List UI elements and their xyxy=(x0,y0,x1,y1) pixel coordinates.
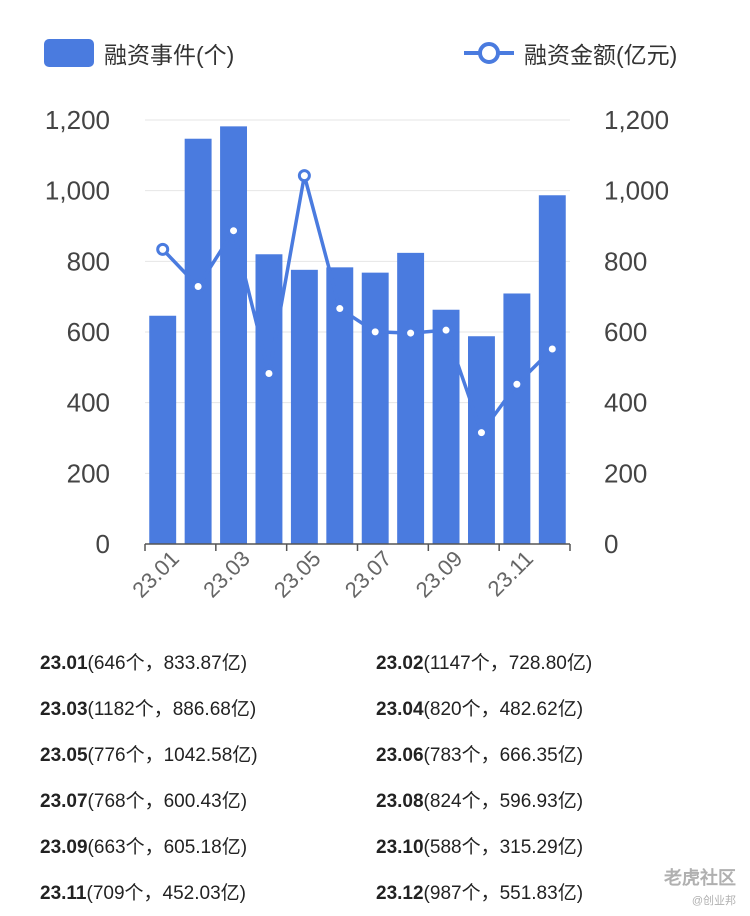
summary-item: 23.03(1182个，886.68亿) xyxy=(40,694,256,721)
y-right-tick-label: 800 xyxy=(604,246,647,276)
summary-month: 23.08 xyxy=(376,791,424,812)
summary-month: 23.01 xyxy=(40,653,88,674)
y-left-tick-label: 600 xyxy=(67,317,110,347)
summary-month: 23.09 xyxy=(40,837,88,858)
summary-detail: (646个，833.87亿) xyxy=(87,653,248,674)
summary-item: 23.12(987个，551.83亿) xyxy=(376,878,583,905)
summary-month: 23.05 xyxy=(40,745,88,766)
summary-detail: (663个，605.18亿) xyxy=(87,837,248,858)
y-left-tick-label: 1,000 xyxy=(45,176,110,206)
bar xyxy=(397,252,425,544)
bar xyxy=(503,293,531,544)
legend-bar-swatch xyxy=(44,39,94,67)
summary-detail: (709个，452.03亿) xyxy=(86,883,246,904)
summary-month: 23.03 xyxy=(40,699,88,720)
summary-detail: (588个，315.29亿) xyxy=(423,837,584,858)
bar xyxy=(468,336,495,544)
y-right-tick-label: 600 xyxy=(604,317,647,347)
summary-item: 23.05(776个，1042.58亿) xyxy=(40,740,258,767)
summary-item: 23.09(663个，605.18亿) xyxy=(40,832,247,859)
bar xyxy=(361,272,389,544)
summary-month: 23.06 xyxy=(376,745,424,766)
x-tick-label: 23.09 xyxy=(411,546,468,603)
summary-detail: (776个，1042.58亿) xyxy=(87,745,258,766)
y-right-tick-label: 400 xyxy=(604,388,647,418)
summary-detail: (987个，551.83亿) xyxy=(423,883,584,904)
summary-detail: (768个，600.43亿) xyxy=(87,791,248,812)
line-point xyxy=(156,242,170,256)
summary-item: 23.11(709个，452.03亿) xyxy=(40,878,246,905)
y-right-tick-label: 1,200 xyxy=(604,105,669,135)
summary-detail: (824个，596.93亿) xyxy=(423,791,584,812)
y-left-tick-label: 1,200 xyxy=(45,105,110,135)
line-point xyxy=(262,366,276,380)
legend-line-symbol xyxy=(464,42,514,64)
watermark-source: @创业邦 xyxy=(691,895,736,907)
x-tick-label: 23.01 xyxy=(127,546,184,603)
line-point xyxy=(474,426,488,440)
y-left-tick-label: 0 xyxy=(96,529,110,559)
x-tick-label: 23.11 xyxy=(483,546,538,601)
y-right-tick-label: 0 xyxy=(604,529,618,559)
summary-item: 23.07(768个，600.43亿) xyxy=(40,786,247,813)
y-right-tick-label: 200 xyxy=(604,458,647,488)
summary-item: 23.01(646个，833.87亿) xyxy=(40,648,247,675)
summary-month: 23.04 xyxy=(376,699,424,720)
summary-item: 23.08(824个，596.93亿) xyxy=(376,786,583,813)
summary-item: 23.10(588个，315.29亿) xyxy=(376,832,583,859)
bar xyxy=(220,126,247,545)
summary-detail: (783个，666.35亿) xyxy=(423,745,584,766)
summary-month: 23.02 xyxy=(376,653,424,674)
watermark-brand: 老虎社区 xyxy=(664,868,736,888)
legend-line: 融资金额(亿元) xyxy=(464,36,677,70)
legend-line-label: 融资金额(亿元) xyxy=(524,42,678,68)
bar xyxy=(184,138,212,544)
line-point xyxy=(191,279,205,293)
y-left-tick-label: 800 xyxy=(67,246,110,276)
summary-item: 23.04(820个，482.62亿) xyxy=(376,694,583,721)
summary-item: 23.02(1147个，728.80亿) xyxy=(376,648,592,675)
bar xyxy=(538,195,566,544)
combo-chart: 0 200 400 600 800 1,000 1,200 0 200 400 600 800 1,00… xyxy=(45,105,669,603)
y-right-tick-label: 1,000 xyxy=(604,176,669,206)
line-point xyxy=(227,224,241,238)
x-tick-label: 23.03 xyxy=(198,546,255,603)
line-point xyxy=(333,302,347,316)
line-point xyxy=(545,342,559,356)
line-point xyxy=(297,169,311,183)
summary-item: 23.06(783个，666.35亿) xyxy=(376,740,583,767)
x-tick-label: 23.05 xyxy=(269,546,326,603)
summary-month: 23.12 xyxy=(376,883,424,904)
summary-month: 23.07 xyxy=(40,791,88,812)
bar xyxy=(149,315,177,544)
bar xyxy=(290,269,318,544)
summary-month: 23.11 xyxy=(40,883,87,904)
legend-bar: 融资事件(个) xyxy=(44,36,234,70)
line-point xyxy=(510,377,524,391)
line-point xyxy=(404,326,418,340)
summary-detail: (1147个，728.80亿) xyxy=(423,653,593,674)
y-left-tick-label: 400 xyxy=(67,388,110,418)
summary-detail: (820个，482.62亿) xyxy=(423,699,584,720)
x-tick-label: 23.07 xyxy=(340,546,397,603)
bar xyxy=(255,254,283,544)
bar xyxy=(432,309,460,544)
summary-detail: (1182个，886.68亿) xyxy=(87,699,257,720)
line-point xyxy=(368,325,382,339)
y-left-tick-label: 200 xyxy=(67,458,110,488)
line-point xyxy=(439,323,453,337)
line-series xyxy=(161,173,554,435)
summary-month: 23.10 xyxy=(376,837,424,858)
legend-bar-label: 融资事件(个) xyxy=(104,42,235,68)
watermark: 老虎社区 @创业邦 xyxy=(664,864,736,908)
